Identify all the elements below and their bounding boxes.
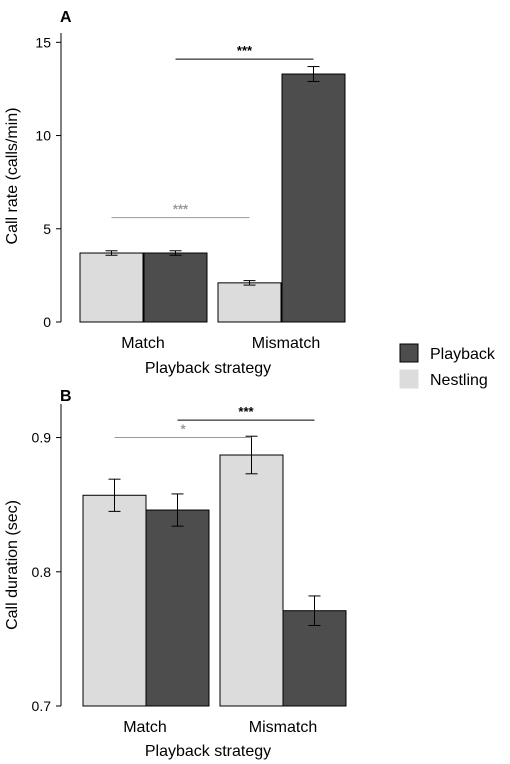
legend-swatch-playback — [399, 343, 419, 363]
x-tick-label: Match — [123, 719, 167, 736]
significance-label: *** — [237, 43, 253, 58]
y-tick-label: 10 — [35, 128, 51, 144]
legend-swatch-nestling — [399, 369, 419, 389]
legend-label-playback: Playback — [430, 346, 496, 363]
y-tick-label: 0 — [43, 314, 51, 330]
panel-label-b: B — [60, 388, 72, 405]
x-axis-title-b: Playback strategy — [145, 743, 271, 760]
y-tick-label: 0.9 — [32, 430, 52, 446]
bar-nestling-mismatch — [217, 282, 282, 323]
significance-label: *** — [173, 202, 189, 217]
y-tick-label: 5 — [43, 221, 51, 237]
y-axis-title-a: Call rate (calls/min) — [4, 108, 21, 245]
bar-playback-mismatch — [282, 610, 347, 707]
x-axis-title-a: Playback strategy — [145, 360, 271, 377]
y-tick-label: 15 — [35, 34, 51, 50]
panel-b: B Call duration (sec) Playback strategy … — [4, 388, 347, 760]
significance-label: * — [180, 422, 186, 437]
y-axis-title-b: Call duration (sec) — [4, 500, 21, 630]
bar-nestling-match — [82, 494, 147, 707]
bar-nestling-match — [79, 252, 144, 323]
legend-label-nestling: Nestling — [430, 372, 488, 389]
bar-playback-match — [145, 509, 210, 707]
x-tick-label: Mismatch — [252, 335, 320, 352]
x-tick-label: Mismatch — [249, 719, 317, 736]
bar-nestling-mismatch — [219, 454, 284, 707]
bar-playback-match — [143, 252, 208, 323]
legend: Playback Nestling — [399, 343, 496, 389]
panel-label-a: A — [60, 9, 72, 26]
y-tick-label: 0.8 — [32, 564, 52, 580]
bar-playback-mismatch — [281, 73, 346, 323]
y-tick-label: 0.7 — [32, 698, 52, 714]
x-tick-label: Match — [121, 335, 165, 352]
significance-label: *** — [238, 404, 254, 419]
panel-a: A Call rate (calls/min) Playback strateg… — [4, 9, 346, 377]
